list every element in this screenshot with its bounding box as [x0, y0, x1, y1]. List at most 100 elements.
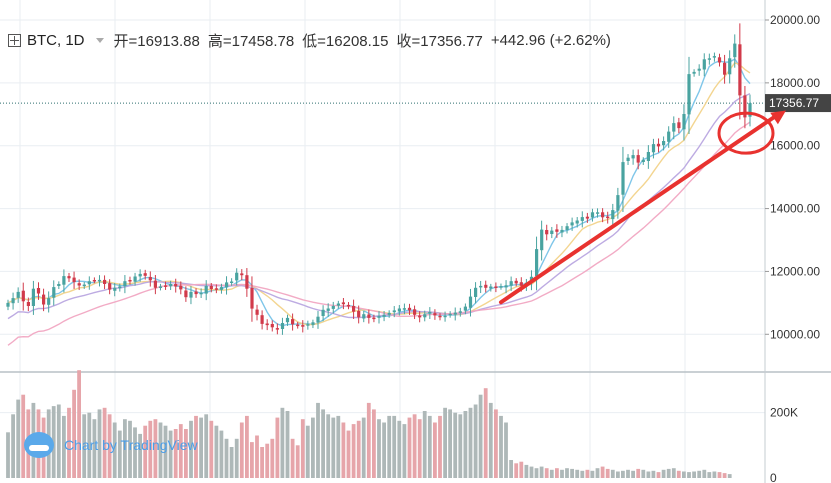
volume-bar	[641, 469, 646, 478]
volume-bar	[148, 420, 153, 478]
symbol-label[interactable]: BTC, 1D	[27, 32, 85, 49]
candle-body	[97, 279, 102, 282]
volume-bar	[682, 471, 686, 478]
volume-bar	[580, 470, 585, 478]
volume-bar	[422, 411, 427, 478]
volume-bar	[463, 411, 468, 478]
candle-body	[255, 309, 259, 315]
candle-body	[702, 59, 706, 70]
volume-bar	[722, 473, 727, 478]
y-tick-label: 10000.00	[770, 327, 820, 341]
volume-bar	[443, 407, 447, 478]
tradingview-watermark[interactable]: Chart by TradingView	[24, 432, 198, 458]
candle-body	[265, 323, 269, 326]
candle-body	[621, 162, 625, 195]
volume-bar	[438, 415, 442, 478]
candle-body	[331, 306, 335, 309]
volume-bar	[590, 470, 595, 478]
candle-body	[504, 285, 508, 288]
candle-body	[479, 285, 483, 288]
volume-bar	[239, 422, 244, 478]
trend-arrow-line	[498, 112, 780, 305]
volume-bar	[163, 425, 168, 478]
volume-bar	[514, 463, 519, 478]
candle-body	[712, 56, 716, 58]
volume-bar	[11, 414, 15, 478]
candle-body	[128, 280, 132, 282]
candle-body	[301, 325, 305, 327]
candle-body	[108, 283, 112, 290]
watermark-text: Chart by TradingView	[64, 437, 198, 453]
volume-bar	[539, 466, 544, 478]
volume-bar	[184, 429, 188, 478]
candle-body	[550, 230, 554, 234]
candle-body	[87, 281, 91, 285]
symbol-header: BTC, 1D 开=16913.88 高=17458.78 低=16208.15…	[8, 30, 611, 51]
volume-bar	[250, 442, 254, 478]
candle-body	[687, 74, 691, 115]
candle-body	[484, 284, 488, 288]
volume-bar	[346, 430, 351, 478]
candle-body	[158, 286, 163, 288]
volume-bar	[219, 430, 224, 478]
volume-bar	[295, 445, 300, 478]
candle-body	[418, 315, 422, 318]
candle-body	[204, 285, 208, 294]
candle-body	[21, 290, 25, 302]
volume-bar	[697, 470, 702, 478]
candle-body	[103, 279, 107, 284]
compare-symbol-icon[interactable]	[8, 34, 21, 47]
candle-body	[423, 314, 427, 318]
candle-body	[133, 276, 137, 282]
candle-body	[438, 315, 442, 318]
candle-body	[387, 312, 391, 315]
volume-bar	[687, 472, 691, 478]
change-value: +442.96 (+2.62%)	[490, 32, 611, 49]
candle-body	[580, 217, 584, 221]
volume-bar	[77, 370, 81, 478]
volume-bar	[671, 468, 676, 478]
candlesticks	[6, 23, 752, 335]
cloud-logo-icon	[24, 432, 54, 458]
volume-bar	[519, 461, 524, 478]
candle-body	[148, 277, 152, 281]
volume-bar	[453, 412, 458, 478]
volume-bar	[123, 419, 127, 478]
chevron-down-icon[interactable]	[95, 38, 104, 43]
volume-bar	[570, 468, 574, 478]
volume-bar	[494, 409, 498, 478]
volume-bar	[402, 424, 407, 478]
volume-bar	[97, 409, 102, 478]
volume-bar	[341, 422, 346, 478]
candle-body	[219, 287, 224, 290]
candle-body	[31, 288, 35, 306]
volume-bar	[646, 471, 651, 478]
candle-body	[672, 123, 676, 132]
candle-body	[113, 287, 117, 291]
volume-bar	[631, 470, 635, 478]
volume-bar	[56, 404, 61, 478]
candle-body	[540, 229, 544, 251]
volume-bar	[275, 417, 280, 478]
candle-body	[606, 216, 610, 219]
candle-body	[509, 281, 513, 286]
volume-bar	[133, 427, 137, 478]
candle-body	[174, 284, 178, 287]
volume-bar	[204, 414, 209, 478]
candle-body	[362, 314, 366, 319]
candle-body	[565, 226, 569, 230]
candle-body	[77, 283, 81, 286]
candle-body	[285, 317, 290, 323]
volume-bar	[651, 470, 656, 478]
candle-body	[296, 324, 300, 327]
volume-bar	[676, 470, 681, 478]
candle-body	[42, 294, 46, 305]
candle-body	[682, 114, 686, 130]
volume-bar	[616, 471, 620, 478]
volume-bar	[158, 422, 163, 478]
candle-body	[352, 306, 356, 312]
volume-bar	[351, 424, 356, 478]
volume-bar	[377, 419, 381, 478]
volume-bar	[585, 469, 590, 478]
